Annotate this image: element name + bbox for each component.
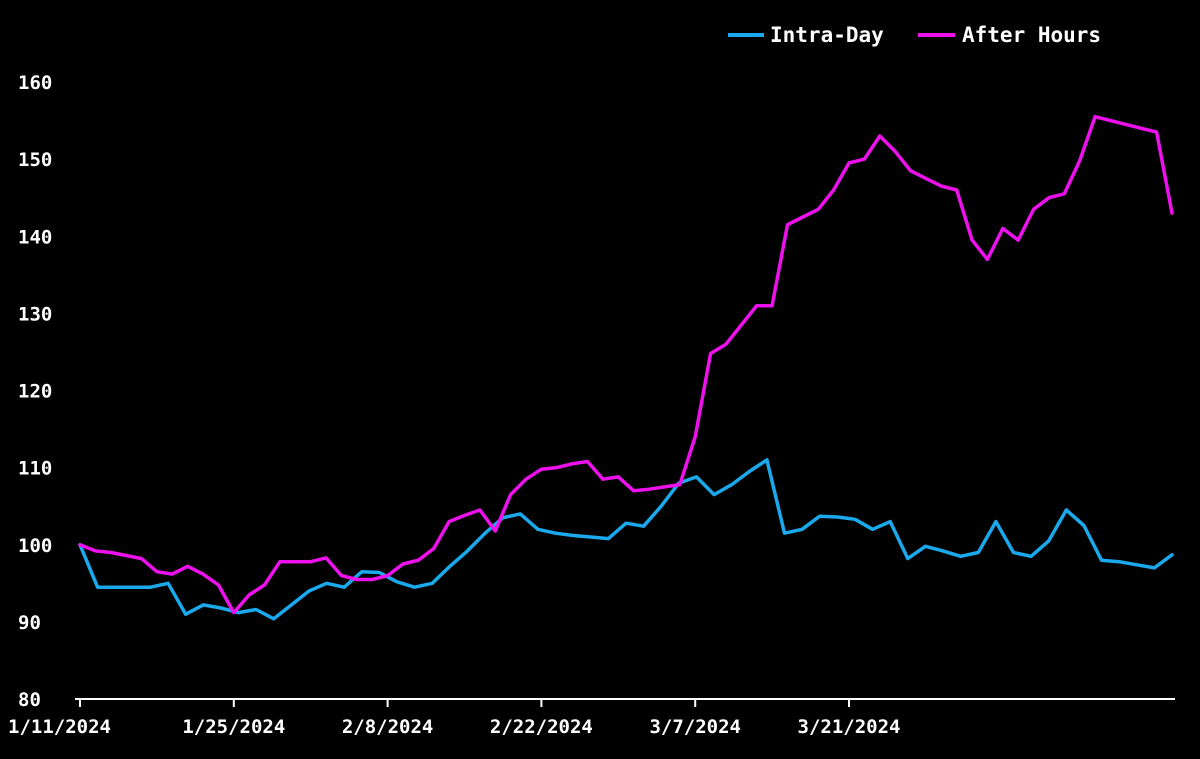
x-axis: 1/11/2024 1/25/2024 2/8/2024 2/22/2024 3/7/2… bbox=[8, 698, 1175, 738]
legend: Intra-Day After Hours bbox=[728, 23, 1101, 47]
legend-label-after-hours: After Hours bbox=[962, 23, 1101, 47]
y-tick-label: 110 bbox=[18, 458, 52, 480]
y-tick-label: 140 bbox=[18, 226, 52, 248]
series-line-after-hours bbox=[78, 114, 1174, 615]
x-tick-label: 3/7/2024 bbox=[649, 716, 741, 738]
x-tick-label: 3/21/2024 bbox=[798, 716, 901, 738]
legend-label-intra-day: Intra-Day bbox=[770, 23, 884, 47]
x-tick-label: 1/11/2024 bbox=[8, 716, 111, 738]
y-tick-label: 120 bbox=[18, 381, 52, 403]
y-tick-label: 100 bbox=[18, 535, 52, 557]
y-tick-label: 90 bbox=[18, 612, 41, 634]
x-tick-label: 2/22/2024 bbox=[490, 716, 593, 738]
y-tick-label: 130 bbox=[18, 303, 52, 325]
x-tick-label: 1/25/2024 bbox=[182, 716, 285, 738]
y-tick-label: 80 bbox=[18, 689, 41, 711]
series-line-intra-day bbox=[78, 458, 1174, 621]
series-layer bbox=[78, 114, 1174, 621]
y-axis: 80 90 100 110 120 130 140 150 160 bbox=[18, 72, 52, 711]
y-tick-label: 160 bbox=[18, 72, 52, 94]
x-tick-label: 2/8/2024 bbox=[342, 716, 434, 738]
y-tick-label: 150 bbox=[18, 149, 52, 171]
